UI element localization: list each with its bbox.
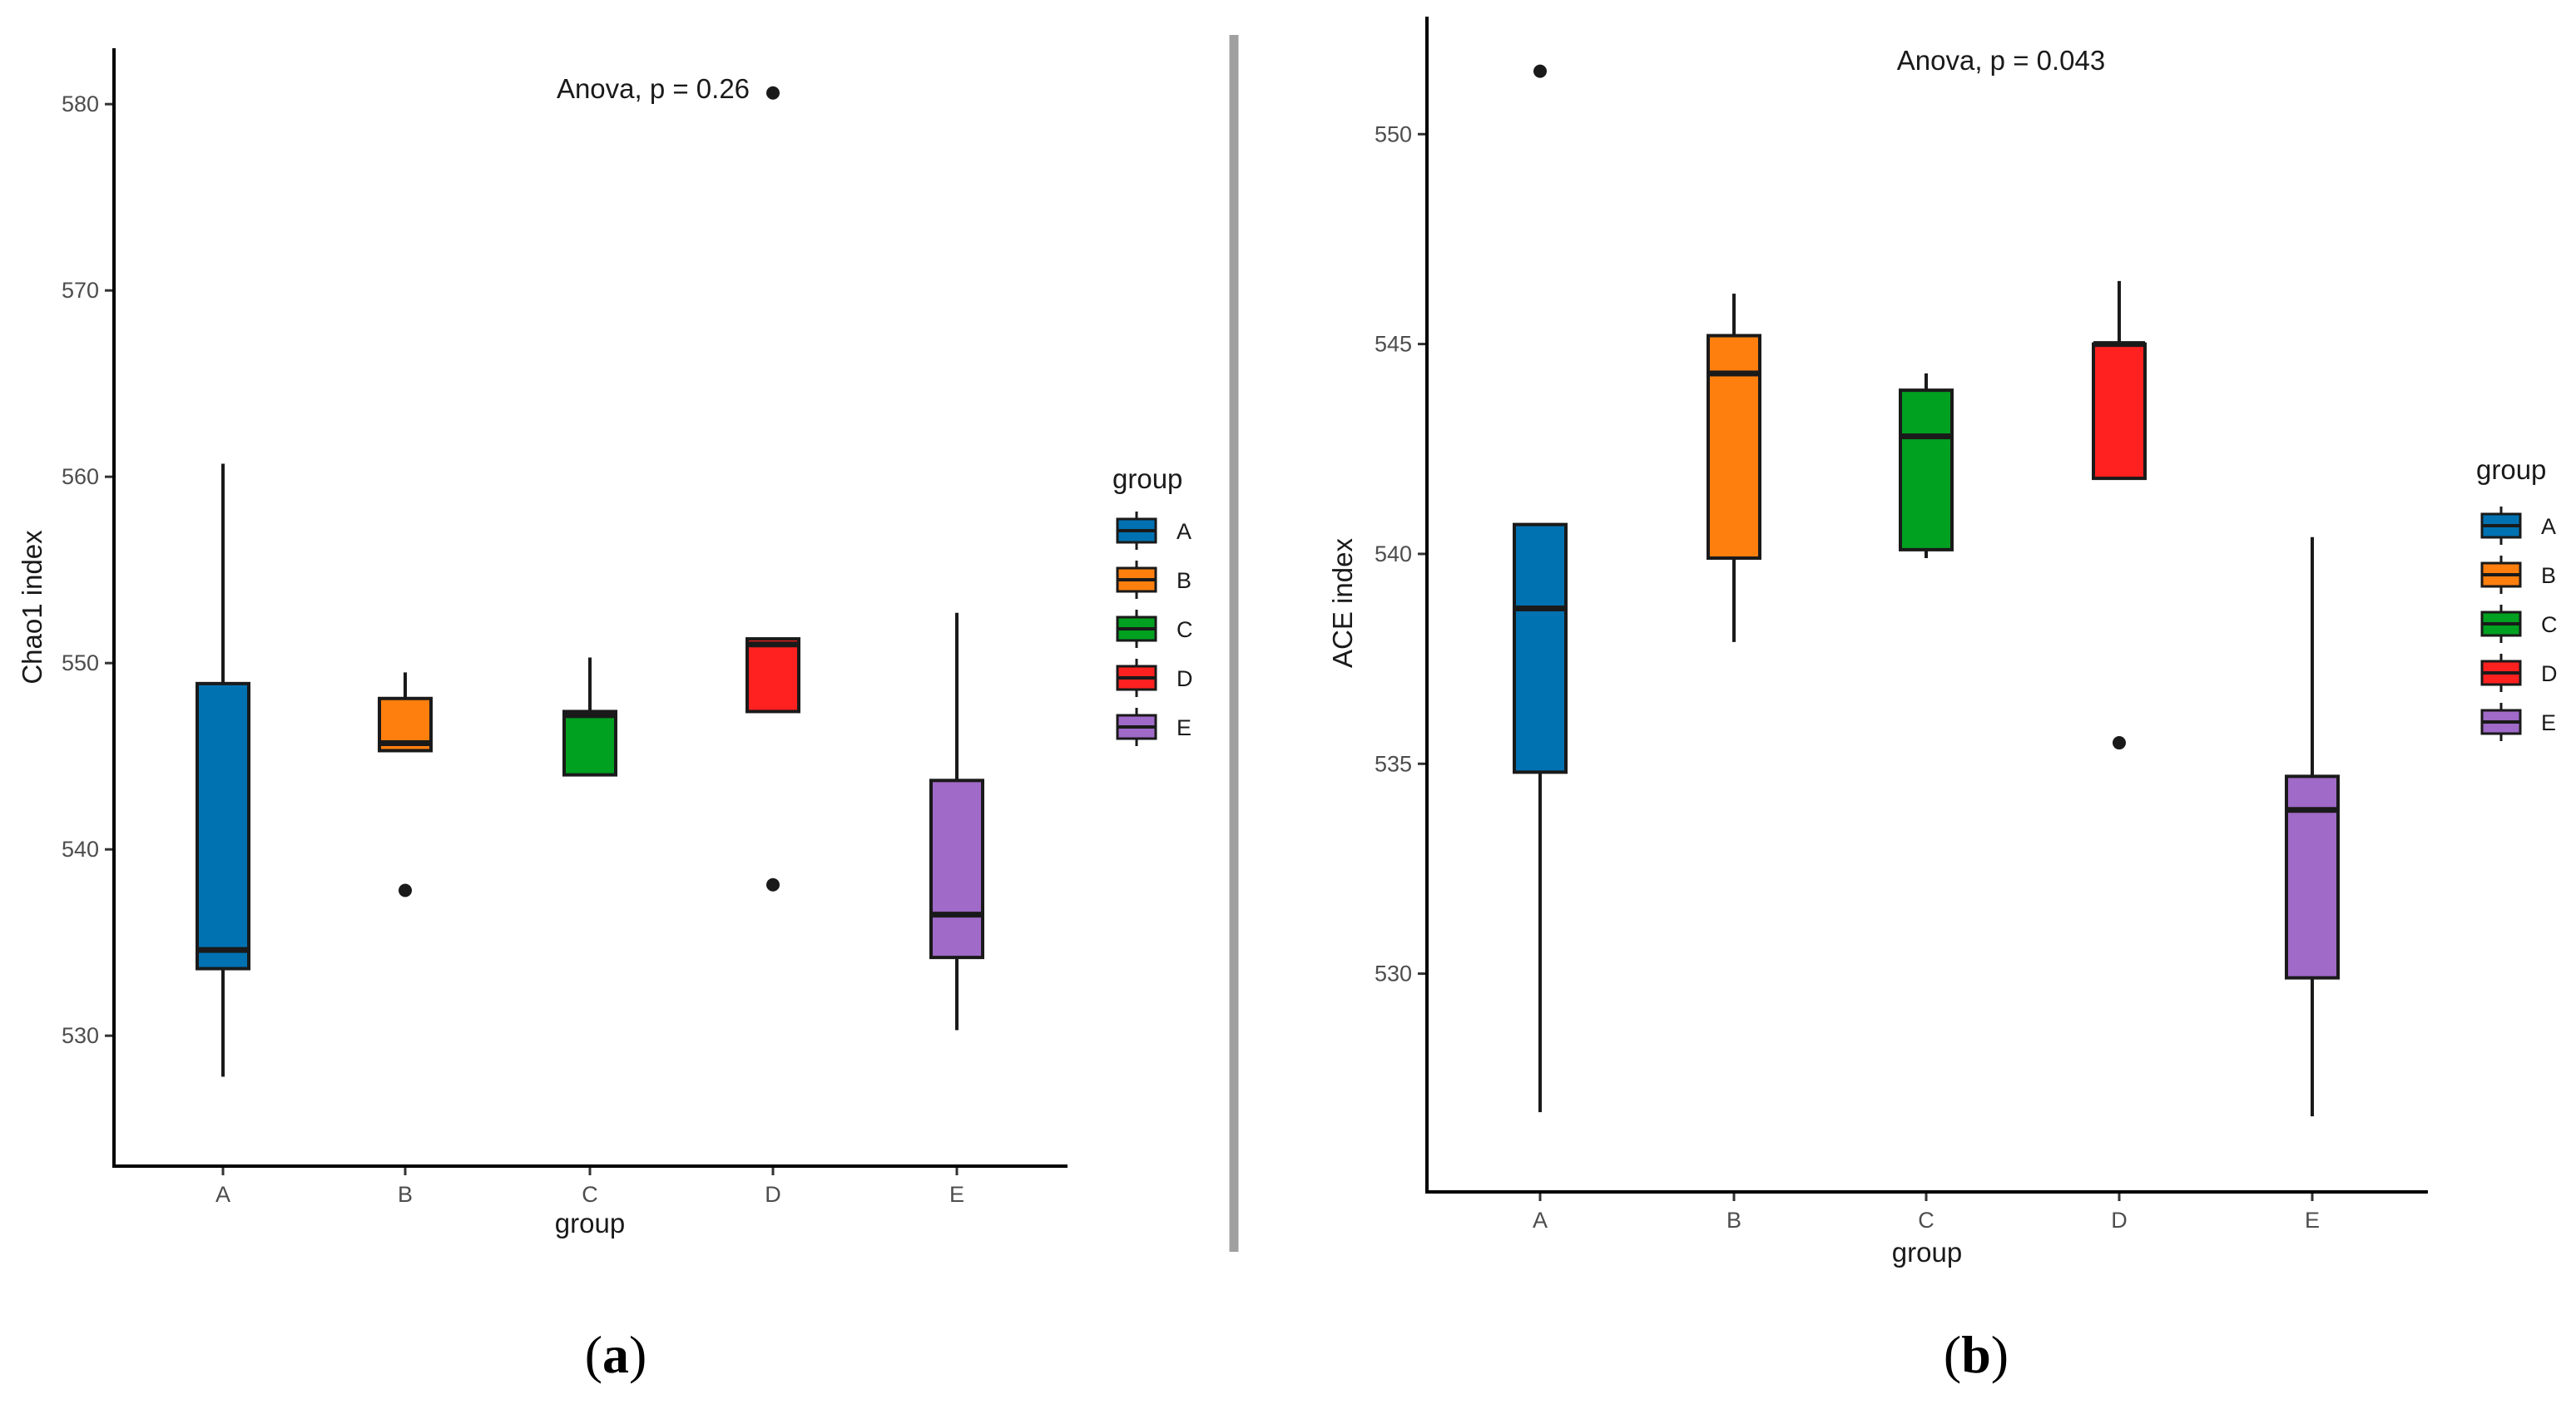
legend-label: B — [1177, 568, 1191, 593]
y-tick-label: 580 — [62, 91, 99, 116]
chart-b-x-axis: A B C D E — [1533, 1192, 2320, 1233]
box-a — [1513, 64, 1568, 1113]
outlier-point — [766, 878, 780, 892]
legend-key-e — [2480, 703, 2522, 741]
chart-a-legend-title: group — [1112, 463, 1182, 494]
box-c — [562, 657, 617, 777]
box-c — [1899, 373, 1954, 558]
x-tick-label: A — [1533, 1208, 1548, 1233]
box-body — [1707, 334, 1761, 560]
x-tick-label: D — [2111, 1208, 2128, 1233]
box-a — [196, 463, 250, 1077]
x-tick-label: E — [949, 1182, 964, 1207]
chart-a-annotation: Anova, p = 0.26 — [557, 73, 750, 104]
legend-key-c — [1116, 610, 1157, 648]
box-body — [196, 681, 250, 971]
legend-key-b — [2480, 556, 2522, 594]
x-tick-label: B — [398, 1182, 413, 1207]
panel-label-a: (a) — [585, 1325, 647, 1384]
outlier-point — [766, 86, 780, 100]
y-tick-label: 530 — [1375, 962, 1412, 986]
legend-key-d — [2480, 654, 2522, 692]
legend-label: E — [1177, 715, 1191, 740]
legend-label: D — [2541, 661, 2558, 686]
chart-b-annotation: Anova, p = 0.043 — [1897, 45, 2105, 76]
box-b — [378, 672, 433, 897]
legend-label: E — [2541, 710, 2556, 735]
outlier-point — [2113, 736, 2126, 750]
box-b — [1707, 294, 1761, 642]
legend-label: D — [1177, 666, 1193, 691]
legend-label: C — [2541, 612, 2558, 637]
legend-key-a — [1116, 512, 1157, 550]
legend-key-e — [1116, 708, 1157, 746]
box-body — [929, 779, 984, 960]
box-body — [2285, 774, 2340, 980]
chart-a-y-axis: 530 540 550 560 570 580 — [62, 91, 114, 1048]
y-tick-label: 560 — [62, 464, 99, 489]
box-d — [2092, 280, 2147, 750]
legend-key-c — [2480, 605, 2522, 643]
chart-a-boxes — [196, 86, 984, 1077]
y-tick-label: 545 — [1375, 332, 1412, 357]
legend-key-b — [1116, 561, 1157, 599]
box-body — [562, 709, 617, 777]
x-tick-label: A — [215, 1182, 230, 1207]
chart-b-boxes — [1513, 64, 2340, 1117]
legend-label: A — [1177, 519, 1191, 544]
x-tick-label: B — [1726, 1208, 1741, 1233]
y-tick-label: 530 — [62, 1023, 99, 1048]
outlier-point — [1533, 64, 1547, 78]
chart-a-x-axis: A B C D E — [215, 1166, 964, 1207]
legend-key-a — [2480, 507, 2522, 545]
y-tick-label: 570 — [62, 278, 99, 303]
chart-b-y-axis-title: ACE index — [1327, 538, 1358, 668]
panel-label-b: (b) — [1944, 1325, 2009, 1384]
y-tick-label: 550 — [1375, 121, 1412, 146]
x-tick-label: E — [2305, 1208, 2320, 1233]
x-tick-label: C — [1918, 1208, 1934, 1233]
outlier-point — [399, 883, 412, 897]
y-tick-label: 550 — [62, 650, 99, 675]
chart-a-y-axis-title: Chao1 index — [17, 530, 47, 685]
y-tick-label: 535 — [1375, 751, 1412, 776]
chart-b-x-axis-title: group — [1892, 1237, 1962, 1268]
box-body — [2092, 342, 2147, 481]
chart-a-x-axis-title: group — [555, 1208, 625, 1238]
legend-label: C — [1177, 617, 1193, 642]
box-body — [746, 637, 800, 714]
chart-b-legend-title: group — [2476, 454, 2546, 485]
x-tick-label: D — [765, 1182, 781, 1207]
box-d — [746, 86, 800, 892]
legend-key-d — [1116, 659, 1157, 697]
y-tick-label: 540 — [1375, 541, 1412, 566]
box-body — [1513, 522, 1568, 774]
box-e — [2285, 536, 2340, 1117]
box-e — [929, 612, 984, 1031]
x-tick-label: C — [582, 1182, 598, 1207]
y-tick-label: 540 — [62, 837, 99, 862]
legend-label: B — [2541, 563, 2556, 588]
chart-b-y-axis: 530 535 540 545 550 — [1375, 121, 1427, 986]
box-body — [1899, 388, 1954, 551]
legend-label: A — [2541, 514, 2556, 539]
